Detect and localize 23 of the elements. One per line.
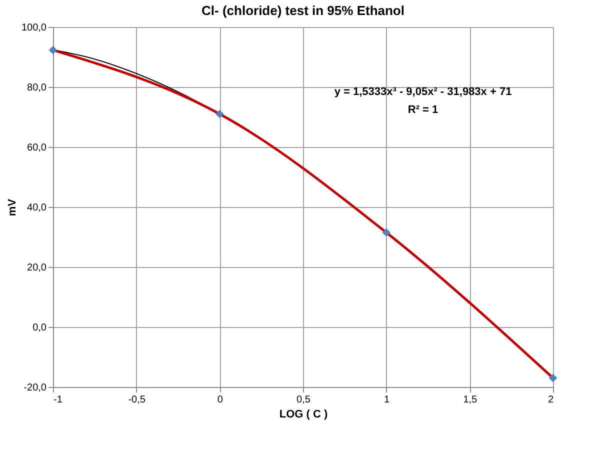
x-tick-label: -0,5 [128,394,146,406]
point [382,228,391,237]
x-tick-label: 2 [548,394,554,406]
y-tick-label: 40,0 [27,202,47,214]
point [215,110,224,118]
y-tick-label: 100,0 [21,22,47,34]
y-tick-label: -20,0 [24,382,47,394]
x-tick-label: 0 [217,394,224,406]
annotation: R² = 1 [408,104,438,116]
x-tick-label: 1 [384,394,390,406]
annotation: y = 1,5333x³ - 9,05x² - 31,983x + 71 [334,86,512,98]
x-tick-label: -1 [54,394,63,406]
y-tick-label: 20,0 [27,262,47,274]
y-tick-label: 60,0 [27,142,47,154]
chart-title: Cl- (chloride) test in 95% Ethanol [202,3,404,18]
point [48,46,58,54]
y-tick-label: 80,0 [27,82,47,94]
x-tick-label: 0,5 [296,394,311,406]
point [548,374,558,382]
x-tick-label: 1,5 [463,394,478,406]
y-tick-label: 0,0 [32,322,47,334]
y-axis-title: mV [6,198,18,216]
x-axis-title: LOG ( C ) [279,408,328,420]
